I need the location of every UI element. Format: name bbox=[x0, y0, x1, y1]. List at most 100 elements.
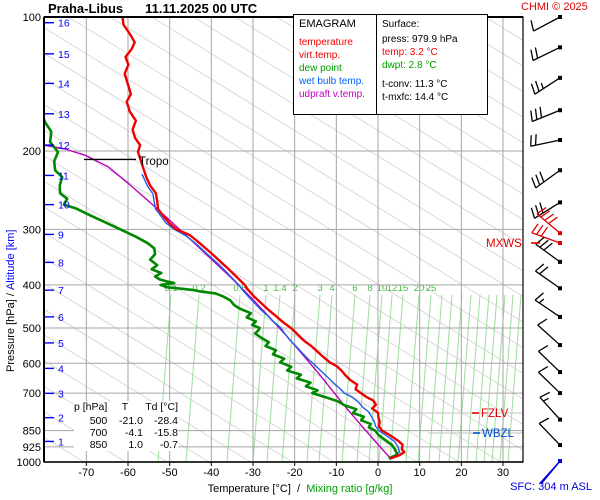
altitude-tick-label: 9 bbox=[58, 229, 64, 241]
mixing-ratio-label: 3 bbox=[317, 283, 322, 294]
temperature-tick-label: -60 bbox=[120, 467, 136, 479]
wind-barb-feather bbox=[530, 83, 536, 95]
wind-barb-staff bbox=[534, 201, 561, 219]
legend-item-virt-temp-: virt.temp. bbox=[299, 50, 341, 61]
wind-barb-feather bbox=[535, 263, 545, 272]
level-table-header-cell: p [hPa] bbox=[74, 401, 108, 413]
wind-barb-feather bbox=[535, 225, 544, 235]
mixing-ratio-line bbox=[438, 294, 453, 462]
dry-adiabat-line bbox=[44, 359, 210, 462]
mixing-ratio-line bbox=[448, 294, 463, 462]
legend-panel: EMAGRAM temperature virt.temp. dew point we… bbox=[293, 14, 377, 115]
surface-line-tconv: t-conv: 11.3 °C bbox=[382, 79, 448, 90]
wind-barb-half-feather bbox=[538, 298, 545, 304]
legend-item-wet-bulb-temp-: wet bulb temp. bbox=[299, 76, 365, 87]
mixing-ratio-line bbox=[306, 294, 321, 462]
wind-barb bbox=[538, 417, 562, 448]
altitude-tick-label: 14 bbox=[58, 78, 70, 90]
temperature-tick-label: 10 bbox=[414, 467, 426, 479]
wind-barb bbox=[530, 106, 562, 123]
legend-items: temperature virt.temp. dew point wet bulb t… bbox=[299, 36, 371, 101]
x-axis-title-temp: Temperature [°C] bbox=[207, 483, 291, 495]
level-table-row: 500 -21.0 -28.4 bbox=[74, 415, 178, 427]
wind-barb-column bbox=[530, 15, 562, 484]
sounding-datetime: 11.11.2025 00 UTC bbox=[145, 1, 258, 16]
altitude-tick-label: 16 bbox=[58, 18, 70, 30]
wind-barb-feather bbox=[530, 207, 536, 219]
altitude-tick-label: 1 bbox=[58, 436, 64, 448]
dry-adiabat-line bbox=[151, 17, 523, 246]
wind-barb-staff bbox=[534, 299, 561, 318]
dry-adiabat-line bbox=[44, 103, 523, 400]
surface-title: Surface: bbox=[382, 19, 420, 30]
wind-barb-staff bbox=[533, 16, 561, 32]
mixing-ratio-label: 6 bbox=[352, 283, 357, 294]
temperature-tick-label: 30 bbox=[497, 467, 509, 479]
dry-adiabat-line bbox=[44, 334, 251, 462]
wet-bulb-curve bbox=[141, 173, 401, 459]
surface-line-tmxfc: t-mxfc: 14.4 °C bbox=[382, 92, 449, 103]
wind-barb-feather bbox=[530, 20, 535, 32]
pressure-tick-label: 925 bbox=[23, 442, 41, 454]
wbzl-label: WBZL bbox=[482, 428, 515, 440]
wind-barb-staff bbox=[537, 350, 561, 373]
pressure-tick-label: 1000 bbox=[17, 457, 41, 469]
altitude-tick-label: 6 bbox=[58, 312, 64, 324]
mixing-ratio-label: 4 bbox=[329, 283, 334, 294]
surface-values: press: 979.9 hPa temp: 3.2 °C dwpt: 2.8 °C… bbox=[382, 33, 482, 104]
level-table-cell: 1.0 bbox=[128, 439, 143, 451]
dry-adiabat-line bbox=[44, 78, 523, 374]
dry-adiabat-line bbox=[44, 308, 293, 462]
mixing-ratio-line bbox=[507, 294, 522, 462]
sfc-label: SFC: 304 m ASL bbox=[510, 481, 592, 493]
legend-item-udpraft-v-temp-: udpraft v.temp. bbox=[299, 89, 365, 100]
sfc-pointer-line bbox=[540, 460, 561, 485]
wind-barb-feather bbox=[534, 108, 538, 120]
annotation-marks bbox=[84, 158, 561, 485]
altitude-tick-label: 4 bbox=[58, 363, 64, 375]
wind-barb-feather bbox=[539, 106, 543, 118]
level-table-cell: 850 bbox=[89, 439, 108, 451]
wind-barb-feather bbox=[539, 202, 544, 214]
mixing-ratio-label: 20 bbox=[414, 283, 425, 294]
station-name: Praha-Libus bbox=[48, 1, 124, 16]
mixing-ratio-line bbox=[378, 294, 393, 462]
legend-item-dew-point: dew point bbox=[299, 63, 342, 74]
temperature-curve bbox=[121, 17, 406, 460]
pressure-tick-label: 850 bbox=[23, 426, 41, 438]
pressure-tick-label: 400 bbox=[23, 280, 41, 292]
level-table-row: 850 1.0 -0.7 bbox=[74, 439, 178, 451]
surface-panel: Surface: press: 979.9 hPa temp: 3.2 °C dwp… bbox=[376, 14, 488, 115]
dry-adiabat-line bbox=[44, 52, 523, 349]
y-axis-title-sep: / bbox=[5, 293, 17, 297]
wind-barb-feather bbox=[539, 171, 545, 183]
mixing-ratio-label: 0.5 bbox=[233, 283, 246, 294]
x-axis-title: Temperature [°C] / Mixing ratio [g/kg] bbox=[150, 483, 450, 495]
wind-barb-feather bbox=[538, 366, 549, 373]
wind-barb-staff bbox=[535, 270, 561, 289]
wind-barb bbox=[531, 168, 562, 189]
wind-barb-feather bbox=[543, 242, 553, 251]
dry-adiabat-line bbox=[44, 283, 335, 462]
dry-adiabat-line bbox=[44, 231, 418, 462]
pressure-tick-label: 300 bbox=[23, 224, 41, 236]
wind-barb bbox=[530, 15, 562, 32]
dry-adiabat-line bbox=[109, 17, 523, 272]
legend-item-temperature: temperature bbox=[299, 37, 353, 48]
wind-barb bbox=[531, 223, 562, 245]
wind-barb-feather bbox=[544, 213, 555, 221]
surface-line-temp: temp: 3.2 °C bbox=[382, 47, 438, 58]
wind-barb-staff bbox=[534, 77, 561, 95]
fzlv-label: FZLV bbox=[481, 408, 509, 420]
wind-barb-feather bbox=[548, 216, 558, 225]
dry-adiabat-line bbox=[44, 257, 376, 462]
wind-barb bbox=[535, 263, 562, 291]
wind-barb-feather bbox=[534, 47, 539, 59]
altitude-tick-label: 15 bbox=[58, 49, 70, 61]
temperature-tick-label: 20 bbox=[455, 467, 467, 479]
surface-line-press: press: 979.9 hPa bbox=[382, 34, 458, 45]
wind-barb-feather bbox=[540, 210, 551, 218]
wind-barb-feather bbox=[538, 345, 549, 352]
